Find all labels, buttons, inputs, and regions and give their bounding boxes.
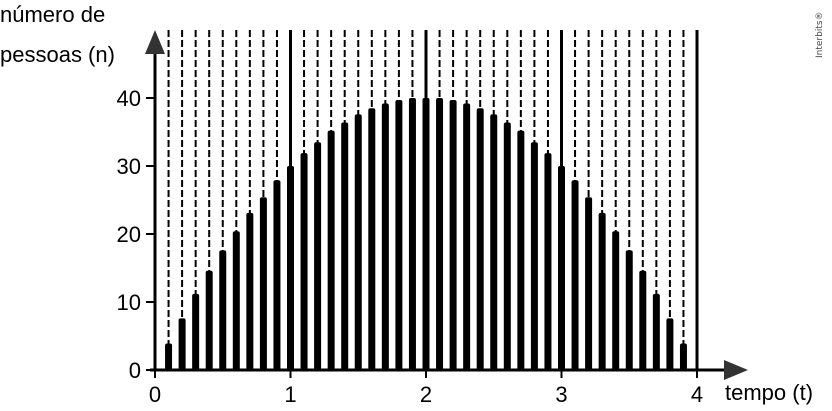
- bar: [273, 180, 281, 370]
- x-tick-label: 4: [691, 382, 703, 407]
- y-tick-label: 30: [117, 154, 141, 179]
- bar: [381, 103, 389, 370]
- bar: [652, 293, 660, 370]
- bar: [368, 108, 376, 370]
- bar: [314, 142, 322, 370]
- watermark-logo: Interbits®: [815, 11, 825, 58]
- bar: [666, 318, 674, 370]
- x-axis-arrow-icon: [724, 360, 748, 380]
- bar: [585, 197, 593, 370]
- y-tick-label: 10: [117, 290, 141, 315]
- y-tick-label: 20: [117, 222, 141, 247]
- bar: [232, 231, 240, 370]
- x-tick-label: 3: [555, 382, 567, 407]
- bar: [422, 98, 430, 370]
- bar: [178, 318, 186, 370]
- bar: [287, 166, 294, 370]
- bar: [165, 343, 173, 370]
- bar: [327, 130, 335, 370]
- x-tick-label: 1: [284, 382, 296, 407]
- bar: [246, 212, 254, 370]
- y-tick-label: 40: [117, 86, 141, 111]
- bar: [503, 122, 511, 370]
- y-axis-arrow-icon: [145, 30, 165, 54]
- y-tick-marks: [146, 97, 155, 371]
- x-axis-title: tempo (t): [725, 380, 813, 405]
- bar: [530, 142, 538, 370]
- bar: [639, 270, 647, 370]
- bar: [205, 270, 213, 370]
- bar: [436, 98, 444, 370]
- bar: [259, 197, 267, 370]
- bar: [679, 343, 687, 370]
- x-tick-label: 0: [149, 382, 161, 407]
- bar: [395, 100, 403, 370]
- bar: [544, 153, 552, 370]
- bar: [476, 108, 484, 370]
- bar: [625, 250, 633, 370]
- bar: [598, 212, 606, 370]
- y-axis-title-line1: número de: [0, 2, 105, 27]
- bar: [341, 122, 349, 370]
- bars: [165, 98, 687, 370]
- bar: [490, 114, 498, 370]
- x-tick-label: 2: [420, 382, 432, 407]
- y-tick-label: 0: [129, 358, 141, 383]
- bar: [558, 166, 565, 370]
- bar: [192, 293, 200, 370]
- bar: [354, 114, 362, 370]
- bar: [463, 103, 471, 370]
- bar: [219, 250, 227, 370]
- bar: [300, 153, 308, 370]
- bar: [612, 231, 620, 370]
- y-axis-title-line2: pessoas (n): [0, 42, 115, 67]
- bar: [571, 180, 579, 370]
- bar: [449, 100, 457, 370]
- bar: [517, 130, 525, 370]
- bar: [408, 98, 416, 370]
- x-tick-marks: [154, 370, 698, 378]
